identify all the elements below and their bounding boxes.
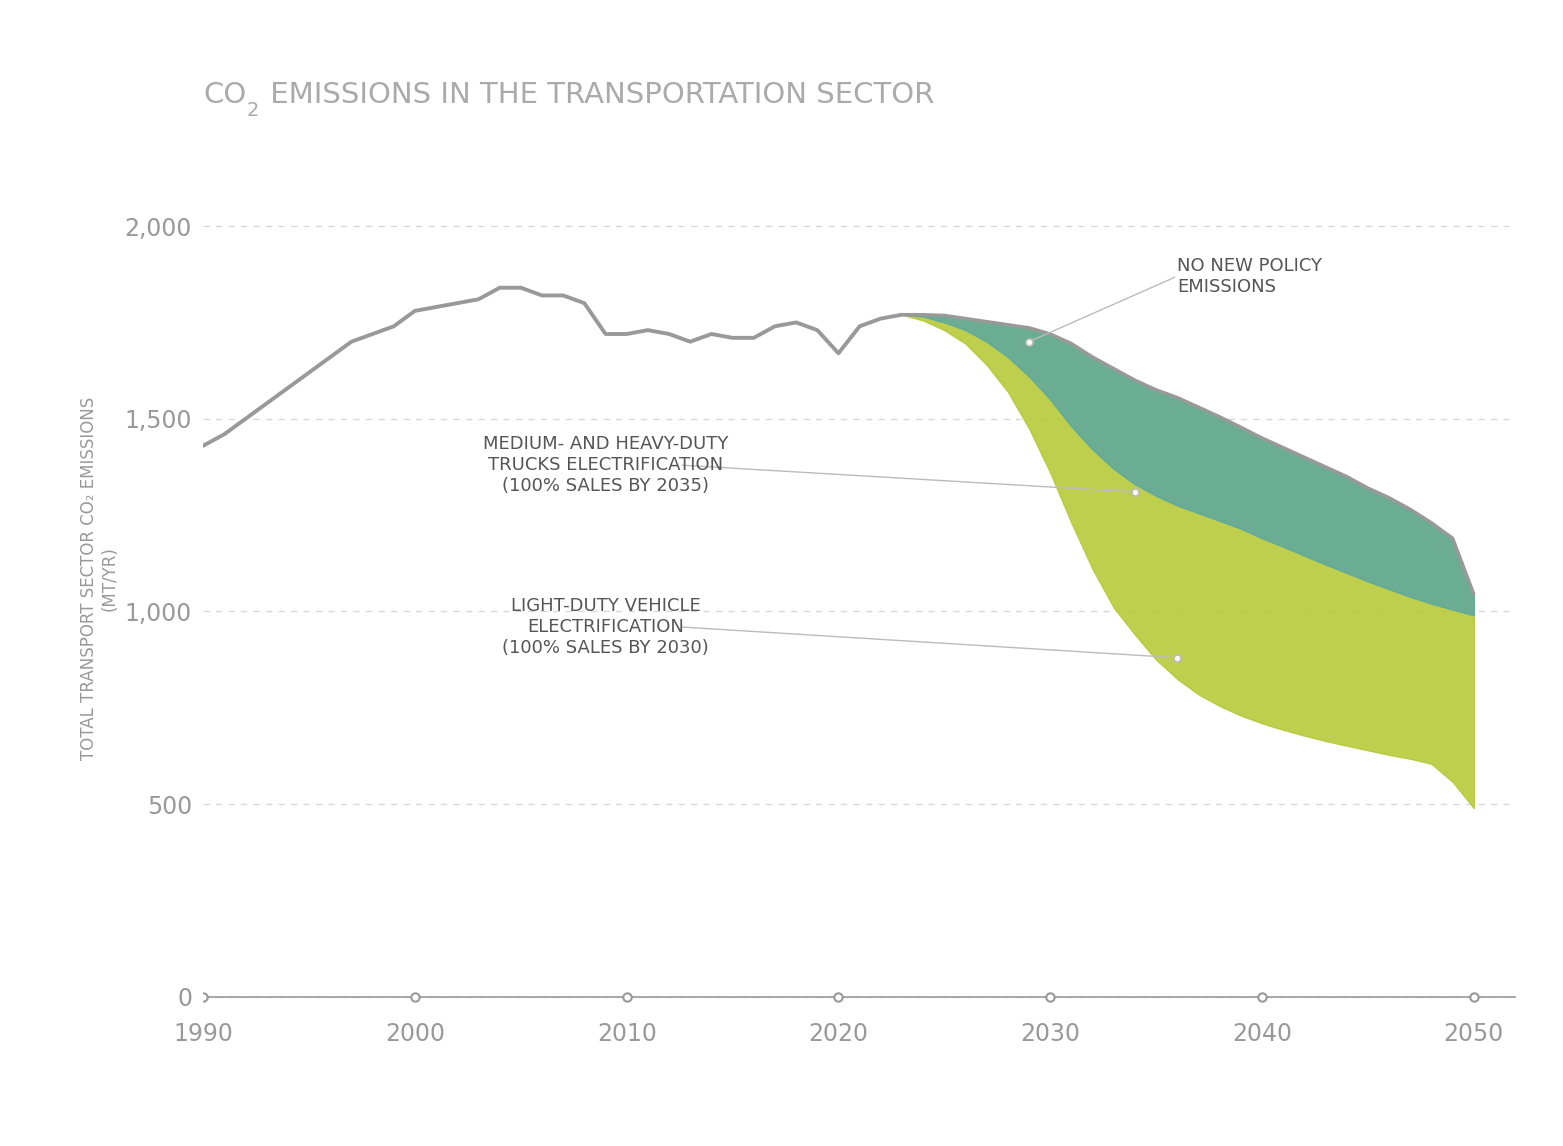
Y-axis label: TOTAL TRANSPORT SECTOR CO₂ EMISSIONS
(MT/YR): TOTAL TRANSPORT SECTOR CO₂ EMISSIONS (MT… (80, 398, 119, 760)
Text: CO: CO (203, 81, 247, 109)
Text: MEDIUM- AND HEAVY-DUTY
TRUCKS ELECTRIFICATION
(100% SALES BY 2035): MEDIUM- AND HEAVY-DUTY TRUCKS ELECTRIFIC… (483, 435, 728, 495)
Text: LIGHT-DUTY VEHICLE
ELECTRIFICATION
(100% SALES BY 2030): LIGHT-DUTY VEHICLE ELECTRIFICATION (100%… (502, 597, 710, 657)
Text: NO NEW POLICY
EMISSIONS: NO NEW POLICY EMISSIONS (1177, 257, 1322, 296)
Text: EMISSIONS IN THE TRANSPORTATION SECTOR: EMISSIONS IN THE TRANSPORTATION SECTOR (261, 81, 935, 109)
Text: 2: 2 (247, 101, 259, 120)
